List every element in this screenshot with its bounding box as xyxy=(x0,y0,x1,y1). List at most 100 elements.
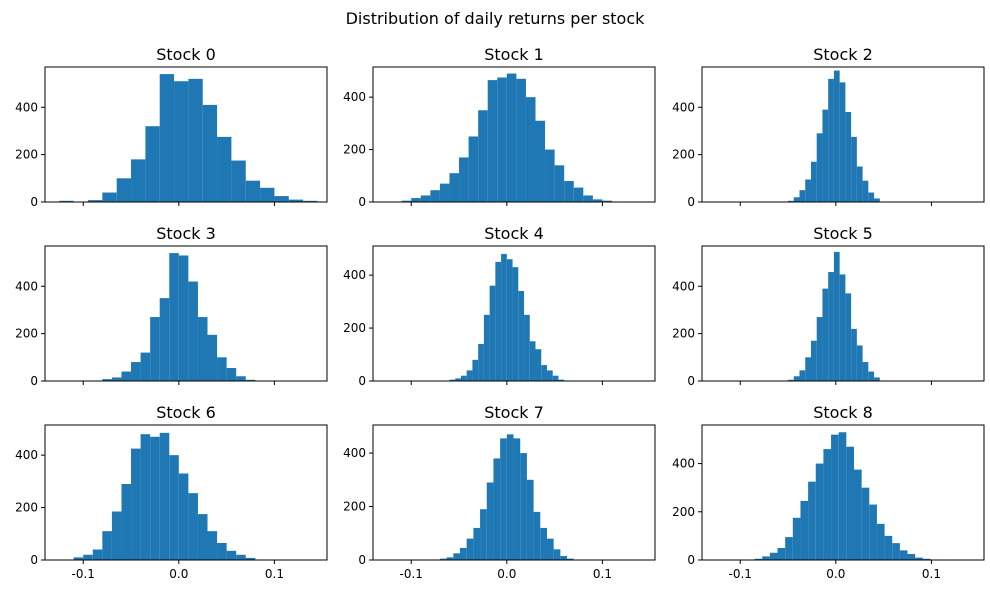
histogram-bar xyxy=(833,70,840,202)
histogram-bar xyxy=(73,557,84,560)
histogram-bar xyxy=(851,328,857,381)
histogram-bar xyxy=(526,479,534,560)
histogram-bar xyxy=(466,538,474,560)
histogram-bar xyxy=(769,552,778,560)
axes-frame xyxy=(701,245,985,382)
histogram-bar xyxy=(856,345,863,381)
y-tick-label: 0 xyxy=(687,553,695,567)
histogram-bar xyxy=(131,448,141,560)
histogram-bar xyxy=(245,557,256,560)
y-tick-label: 200 xyxy=(343,143,366,157)
histogram-bar xyxy=(178,473,189,560)
histogram-bar xyxy=(805,179,811,202)
y-tick-label: 200 xyxy=(672,327,695,341)
histogram-bar xyxy=(288,199,304,202)
y-tick-label: 0 xyxy=(687,374,695,388)
histogram-bar xyxy=(274,196,289,202)
histogram-bar xyxy=(226,367,237,381)
histogram-bar xyxy=(573,187,584,202)
histogram-bar xyxy=(838,432,847,560)
histogram-bar xyxy=(500,438,507,560)
histogram-bar xyxy=(800,500,809,560)
panel-title: Stock 8 xyxy=(813,403,873,422)
histogram-bar xyxy=(150,317,160,381)
histogram-bar xyxy=(207,531,218,560)
y-tick-label: 400 xyxy=(672,279,695,293)
axes-frame xyxy=(372,66,656,203)
y-tick-label: 200 xyxy=(15,148,38,162)
histogram-bar xyxy=(111,377,122,381)
panel-title: Stock 0 xyxy=(156,45,216,64)
histogram-bar xyxy=(506,259,513,381)
histogram-bar xyxy=(420,195,431,202)
histogram-bar xyxy=(140,352,151,381)
histogram-bar xyxy=(788,379,794,381)
x-tick-label: -0.1 xyxy=(729,567,752,581)
histogram-bar xyxy=(828,272,834,381)
histogram-bar xyxy=(449,173,460,202)
histogram-bar xyxy=(839,274,846,381)
histogram-bar xyxy=(808,481,816,560)
histogram-bar xyxy=(516,78,526,202)
panel-title: Stock 4 xyxy=(484,224,544,243)
histogram-bar xyxy=(245,379,256,381)
histogram-bar xyxy=(810,340,817,381)
panel-title: Stock 1 xyxy=(484,45,544,64)
axes-frame xyxy=(701,66,985,203)
y-tick-label: 400 xyxy=(672,457,695,471)
histogram-bar xyxy=(540,527,547,560)
histogram-bar xyxy=(178,255,189,381)
histogram-bars xyxy=(449,253,565,381)
histogram-bar xyxy=(472,359,479,381)
histogram-bar xyxy=(495,261,502,381)
axes-frame xyxy=(372,424,656,561)
histogram-bar xyxy=(876,523,885,560)
histogram-bar xyxy=(131,362,141,381)
histogram-bar xyxy=(884,535,893,560)
histogram-bar xyxy=(513,438,521,560)
histogram-bar xyxy=(121,483,132,560)
histogram-bar xyxy=(831,434,839,560)
histogram-bar xyxy=(197,317,208,381)
histogram-bars xyxy=(401,73,612,202)
histogram-bar xyxy=(845,112,852,202)
histogram-bar xyxy=(822,109,829,202)
histogram-bar xyxy=(497,77,507,202)
histogram-bar xyxy=(487,80,498,202)
histogram-bar xyxy=(480,509,487,560)
histogram-bar xyxy=(567,558,574,560)
histogram-bar xyxy=(483,314,490,381)
y-tick-label: 400 xyxy=(343,446,366,460)
histogram-bar xyxy=(602,200,612,202)
histogram-bar xyxy=(197,514,208,560)
histogram-bar xyxy=(159,298,170,381)
axes-frame xyxy=(372,245,656,382)
histogram-bar xyxy=(159,74,175,202)
histogram-bar xyxy=(861,487,870,560)
y-tick-label: 400 xyxy=(343,268,366,282)
histogram-bar xyxy=(430,190,440,202)
histogram-panel: Stock 6 0 200 400 -0.1 0.0 0.1 xyxy=(15,403,328,581)
x-tick-label: 0.0 xyxy=(497,567,516,581)
histogram-bar xyxy=(411,198,421,202)
histogram-bar xyxy=(439,183,450,202)
histogram-bar xyxy=(245,180,261,202)
histogram-bar xyxy=(217,357,227,381)
y-tick-label: 400 xyxy=(672,100,695,114)
histogram-bar xyxy=(512,267,519,381)
histogram-bar xyxy=(121,371,132,381)
histogram-bar xyxy=(131,159,146,202)
histogram-bar xyxy=(88,200,103,202)
histogram-bar xyxy=(907,553,916,560)
histogram-bar xyxy=(785,537,793,560)
y-tick-label: 400 xyxy=(343,90,366,104)
x-tick-label: 0.1 xyxy=(593,567,612,581)
histogram-bar xyxy=(754,558,763,560)
axes-frame xyxy=(44,66,328,203)
x-tick-label: 0.0 xyxy=(169,567,188,581)
histogram-bar xyxy=(453,553,460,560)
histogram-bar xyxy=(810,161,817,202)
histogram-bar xyxy=(545,149,555,202)
histogram-bar xyxy=(535,349,542,381)
figure-title: Distribution of daily returns per stock xyxy=(346,9,646,28)
